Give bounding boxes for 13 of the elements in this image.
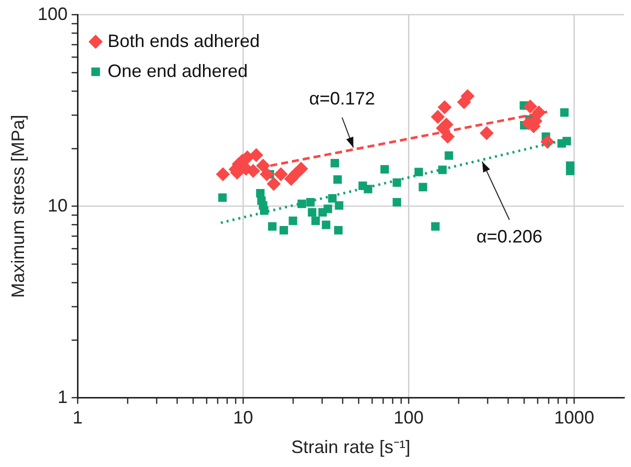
x-tick-label: 1 [72,408,83,428]
y-axis-title: Maximum stress [MPa] [8,114,28,298]
y-tick-label: 1 [58,386,68,407]
x-axis-title: Strain rate [s⁻¹] [291,437,410,458]
x-tick-label: 1000 [554,408,594,428]
annotation: α=0.206 [476,226,542,247]
legend-label: Both ends adhered [108,30,260,51]
x-tick-label: 10 [233,408,254,428]
y-tick-label: 10 [48,195,68,216]
y-tick-label: 100 [38,4,68,24]
annotation: α=0.172 [309,88,376,108]
legend-label: One end adhered [108,60,248,81]
x-tick-label: 100 [394,408,424,428]
